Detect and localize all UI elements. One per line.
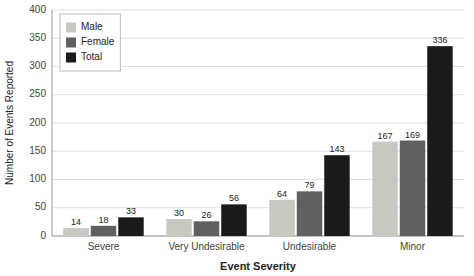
- data-label: 336: [432, 35, 447, 45]
- data-label: 79: [304, 180, 314, 190]
- y-axis-line: [52, 10, 53, 236]
- bar: [324, 155, 349, 236]
- data-label: 167: [378, 131, 393, 141]
- y-axis: 0 50 100 150 200 250 300 350 400: [29, 4, 464, 241]
- legend-box: [60, 14, 120, 71]
- y-tick-label: 0: [40, 230, 46, 241]
- data-labels: 14 30 64 167 18 26 79 169 33 56 143 336: [71, 35, 447, 227]
- y-tick-label: 200: [29, 117, 46, 128]
- x-tick-label: Very Undesirable: [168, 241, 245, 252]
- grid-line: [52, 123, 464, 124]
- bar: [297, 191, 322, 236]
- bar: [221, 204, 246, 236]
- y-tick-label: 250: [29, 88, 46, 99]
- bar: [400, 141, 425, 236]
- data-label: 169: [405, 130, 420, 140]
- bar: [194, 221, 219, 236]
- y-axis-title: Number of Events Reported: [4, 61, 15, 185]
- bar: [427, 46, 452, 236]
- y-tick-label: 300: [29, 60, 46, 71]
- legend-label: Female: [81, 36, 115, 47]
- chart-container: 0501001502002503003504001430641671826791…: [0, 0, 474, 276]
- grid-line: [52, 94, 464, 95]
- y-tick-label: 50: [35, 201, 47, 212]
- legend-label: Total: [81, 51, 102, 62]
- legend-swatch: [66, 23, 76, 33]
- legend: Male Female Total: [60, 14, 120, 71]
- bar: [166, 219, 191, 236]
- y-tick-label: 100: [29, 173, 46, 184]
- data-label: 64: [277, 189, 287, 199]
- data-label: 14: [71, 217, 81, 227]
- data-label: 33: [126, 206, 136, 216]
- bar: [118, 217, 143, 236]
- legend-swatch: [66, 53, 76, 63]
- y-tick-label: 150: [29, 145, 46, 156]
- legend-label: Male: [81, 21, 103, 32]
- bars: [63, 46, 452, 236]
- data-label: 30: [174, 208, 184, 218]
- data-label: 56: [229, 193, 239, 203]
- legend-swatch: [66, 38, 76, 48]
- x-axis-title: Event Severity: [220, 260, 297, 272]
- x-tick-label: Minor: [400, 241, 426, 252]
- data-label: 18: [98, 215, 108, 225]
- data-label: 143: [329, 144, 344, 154]
- bar: [91, 226, 116, 236]
- grid-line: [52, 10, 464, 11]
- y-tick-label: 350: [29, 32, 46, 43]
- chart-svg: 0501001502002503003504001430641671826791…: [0, 0, 474, 276]
- bar: [269, 200, 294, 236]
- bar: [63, 228, 88, 236]
- bar: [372, 142, 397, 236]
- x-tick-label: Severe: [88, 241, 120, 252]
- x-tick-label: Undesirable: [283, 241, 337, 252]
- data-label: 26: [201, 210, 211, 220]
- y-tick-label: 400: [29, 4, 46, 15]
